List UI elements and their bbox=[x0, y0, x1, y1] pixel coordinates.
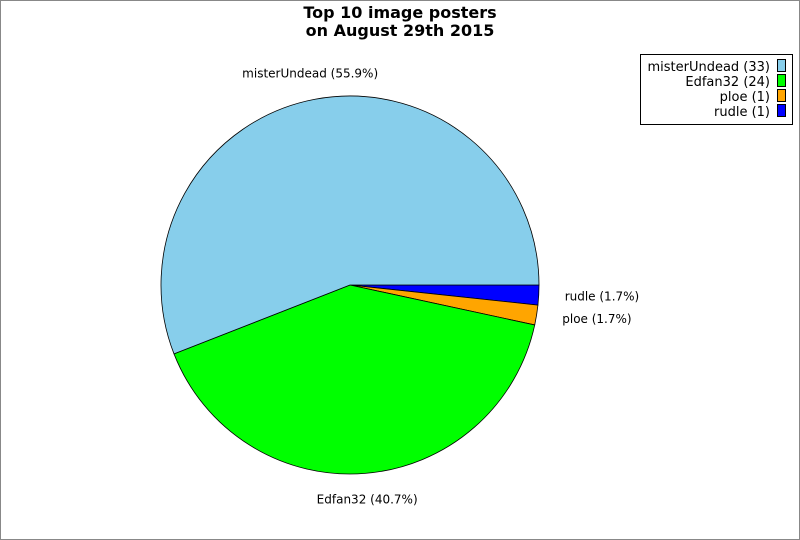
pie-slices bbox=[160, 95, 540, 475]
legend-swatch-rudle bbox=[777, 104, 786, 117]
legend-swatch-misterUndead bbox=[777, 59, 786, 72]
slice-labels: rudle (1.7%) ploe (1.7%) Edfan32 (40.7%) mi… bbox=[242, 67, 639, 507]
legend-label-ploe: ploe (1) bbox=[720, 90, 770, 105]
legend-label-Edfan32: Edfan32 (24) bbox=[685, 75, 770, 90]
slice-label-ploe: ploe (1.7%) bbox=[562, 312, 631, 326]
pie-slice-misterUndead bbox=[160, 95, 540, 355]
chart-title-line-2: on August 29th 2015 bbox=[306, 21, 495, 40]
legend-box bbox=[640, 54, 793, 125]
pie-slice-Edfan32 bbox=[173, 284, 536, 475]
legend-label-rudle: rudle (1) bbox=[714, 105, 770, 120]
slice-label-rudle: rudle (1.7%) bbox=[565, 289, 640, 303]
legend: misterUndead (33)Edfan32 (24)ploe (1)rud… bbox=[640, 54, 793, 125]
legend-label-misterUndead: misterUndead (33) bbox=[647, 60, 770, 75]
chart-title-line-1: Top 10 image posters bbox=[303, 3, 496, 22]
legend-swatch-Edfan32 bbox=[777, 74, 786, 87]
legend-swatch-ploe bbox=[777, 89, 786, 102]
slice-label-misterUndead: misterUndead (55.9%) bbox=[242, 67, 378, 81]
slice-label-Edfan32: Edfan32 (40.7%) bbox=[317, 492, 418, 506]
